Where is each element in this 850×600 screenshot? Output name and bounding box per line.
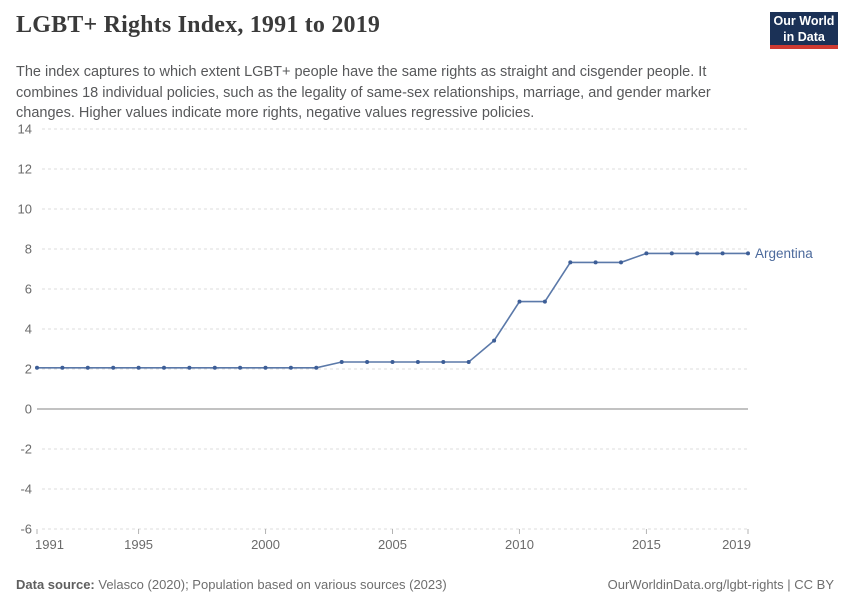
data-point[interactable] bbox=[593, 260, 598, 265]
data-point[interactable] bbox=[568, 260, 573, 265]
data-point[interactable] bbox=[339, 360, 344, 364]
data-source-text: Velasco (2020); Population based on vari… bbox=[94, 577, 447, 592]
data-point[interactable] bbox=[466, 360, 471, 364]
svg-text:2015: 2015 bbox=[632, 537, 661, 552]
svg-text:0: 0 bbox=[25, 402, 32, 417]
data-point[interactable] bbox=[60, 365, 65, 370]
data-point[interactable] bbox=[365, 360, 370, 364]
data-point[interactable] bbox=[644, 251, 649, 256]
owid-logo: Our World in Data bbox=[770, 12, 838, 49]
svg-text:10: 10 bbox=[18, 202, 32, 217]
data-point[interactable] bbox=[85, 365, 90, 370]
data-point[interactable] bbox=[390, 360, 395, 364]
svg-text:4: 4 bbox=[25, 322, 32, 337]
y-axis-labels: -6 -4 -2 0 2 4 6 8 10 12 14 bbox=[18, 122, 32, 537]
data-point[interactable] bbox=[619, 260, 623, 265]
series-end-label[interactable]: Argentina bbox=[755, 246, 813, 261]
svg-text:14: 14 bbox=[18, 122, 32, 137]
data-point[interactable] bbox=[111, 365, 116, 370]
svg-text:2: 2 bbox=[25, 362, 32, 377]
x-axis-labels: 1991 1995 2000 2005 2010 2015 2019 bbox=[35, 529, 751, 552]
chart-footer: Data source: Velasco (2020); Population … bbox=[0, 577, 850, 592]
data-point[interactable] bbox=[542, 299, 547, 304]
series-line bbox=[37, 252, 748, 369]
data-point[interactable] bbox=[162, 365, 166, 370]
line-chart-area[interactable]: -6 -4 -2 0 2 4 6 8 10 12 14 1991 1995 2000 2005 2010 201… bbox=[0, 115, 850, 565]
svg-text:1991: 1991 bbox=[35, 537, 64, 552]
data-source-label: Data source: bbox=[16, 577, 95, 592]
line-chart-svg[interactable]: -6 -4 -2 0 2 4 6 8 10 12 14 1991 1995 2000 2005 2010 201… bbox=[0, 115, 850, 565]
data-point[interactable] bbox=[441, 360, 446, 364]
license-link: OurWorldinData.org/lgbt-rights | CC BY bbox=[607, 577, 834, 592]
data-point[interactable] bbox=[415, 360, 420, 364]
gridlines bbox=[37, 128, 748, 530]
svg-text:2019: 2019 bbox=[722, 537, 751, 552]
data-point[interactable] bbox=[746, 251, 750, 256]
svg-text:12: 12 bbox=[18, 162, 32, 177]
data-point[interactable] bbox=[720, 251, 725, 256]
chart-title: LGBT+ Rights Index, 1991 to 2019 bbox=[16, 12, 381, 38]
svg-text:2000: 2000 bbox=[251, 537, 280, 552]
data-point[interactable] bbox=[187, 365, 192, 370]
data-point[interactable] bbox=[263, 365, 268, 370]
owid-logo-line1: Our World bbox=[773, 13, 835, 28]
data-point[interactable] bbox=[492, 338, 497, 343]
svg-text:6: 6 bbox=[25, 282, 32, 297]
data-source-note: Data source: Velasco (2020); Population … bbox=[16, 577, 447, 592]
data-point[interactable] bbox=[314, 365, 319, 370]
svg-text:1995: 1995 bbox=[124, 537, 153, 552]
data-point[interactable] bbox=[238, 365, 243, 370]
data-point[interactable] bbox=[669, 251, 674, 256]
svg-text:8: 8 bbox=[25, 242, 32, 257]
owid-logo-line2: in Data bbox=[783, 29, 825, 44]
svg-text:2005: 2005 bbox=[378, 537, 407, 552]
svg-text:-6: -6 bbox=[20, 522, 32, 537]
data-point[interactable] bbox=[288, 365, 293, 370]
data-point[interactable] bbox=[136, 365, 141, 370]
chart-subtitle: The index captures to which extent LGBT+… bbox=[16, 64, 711, 122]
data-point[interactable] bbox=[212, 365, 217, 370]
svg-text:-2: -2 bbox=[20, 442, 32, 457]
series-argentina[interactable]: Argentina bbox=[35, 246, 813, 370]
svg-text:-4: -4 bbox=[20, 482, 32, 497]
data-point[interactable] bbox=[695, 251, 700, 256]
data-point[interactable] bbox=[35, 365, 39, 370]
svg-text:2010: 2010 bbox=[505, 537, 534, 552]
data-point[interactable] bbox=[517, 299, 522, 304]
